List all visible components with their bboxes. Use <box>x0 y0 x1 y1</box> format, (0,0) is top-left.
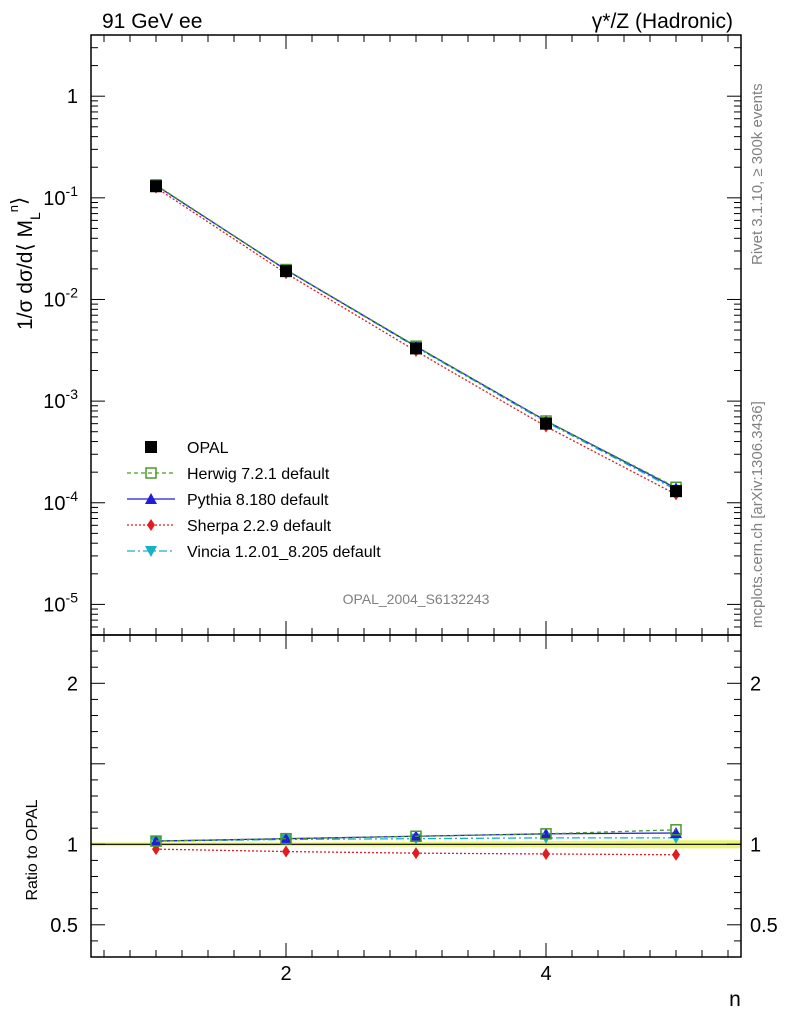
y-tick-label: 10-2 <box>43 284 78 311</box>
ratio-y-tick-label-right: 0.5 <box>750 915 778 937</box>
y-tick-label-exponent: -4 <box>66 488 79 504</box>
x-tick-label: 2 <box>280 963 291 985</box>
y-tick-label: 10-1 <box>43 183 78 210</box>
legend-label-pythia: Pythia 8.180 default <box>187 492 329 509</box>
ratio-y-tick-label-right: 2 <box>750 673 761 695</box>
herwig-line <box>155 184 677 488</box>
y-tick-label-base: 10 <box>43 391 65 413</box>
herwig-ratio-point <box>670 824 682 836</box>
y-tick-label-base: 10 <box>43 289 65 311</box>
y-axis-label: 1/σ dσ/d⟨ MLn⟩ <box>6 197 43 330</box>
legend: OPAL Herwig 7.2.1 default Pythia 8.180 def… <box>127 440 381 561</box>
ratio-axis-ticks: 2 4 0.5 0.5 1 1 2 2 <box>50 634 778 985</box>
y-tick-label: 1 <box>67 86 78 108</box>
mcplots-label: mcplots.cern.ch [arXiv:1306.3436] <box>749 401 766 628</box>
legend-label-herwig: Herwig 7.2.1 default <box>187 466 330 483</box>
left-title: 91 GeV ee <box>102 10 202 33</box>
legend-marker-herwig <box>145 467 157 479</box>
y-tick-label-base: 10 <box>43 493 65 515</box>
main-plot-series <box>150 179 682 501</box>
herwig-ratio-line <box>155 829 677 842</box>
opal-point <box>150 180 162 193</box>
y-tick-label-base: 1 <box>67 86 78 108</box>
y-axis-label-sup: n <box>6 205 21 212</box>
y-axis-label-close: ⟩ <box>8 197 31 205</box>
herwig-ratio-point <box>410 830 422 842</box>
y-tick-label-base: 10 <box>43 594 65 616</box>
ratio-y-tick-label: 1 <box>67 834 78 856</box>
legend-marker-sherpa <box>147 519 155 531</box>
x-tick-label: 4 <box>540 963 551 985</box>
legend-label-sherpa: Sherpa 2.2.9 default <box>187 518 332 535</box>
sherpa-ratio-point <box>412 847 420 860</box>
opal-point <box>280 265 292 278</box>
rivet-label: Rivet 3.1.10, ≥ 300k events <box>749 83 766 265</box>
opal-point <box>410 342 422 355</box>
pythia-line <box>155 184 677 489</box>
y-tick-label-exponent: -1 <box>66 183 79 199</box>
pythia-ratio-point <box>540 827 552 839</box>
herwig-ratio-point <box>280 832 292 845</box>
sherpa-ratio-point <box>542 847 550 860</box>
analysis-watermark: OPAL_2004_S6132243 <box>343 591 490 607</box>
sherpa-ratio-point <box>672 848 680 861</box>
ratio-y-tick-label: 0.5 <box>50 915 78 937</box>
legend-marker-pythia <box>145 493 157 504</box>
y-tick-label-exponent: -3 <box>66 386 79 402</box>
opal-point <box>670 485 682 498</box>
y-axis-label-sub: L <box>27 212 43 220</box>
y-tick-label: 10-4 <box>43 488 78 515</box>
vincia-line <box>155 184 677 491</box>
y-tick-label: 10-5 <box>43 589 78 616</box>
main-axis-ticks: 10-510-410-310-210-11 <box>43 34 741 635</box>
ratio-plot-series <box>150 824 682 861</box>
legend-marker-opal <box>145 441 157 453</box>
sherpa-ratio-point <box>282 845 290 858</box>
right-title: γ*/Z (Hadronic) <box>592 10 733 33</box>
y-tick-label-exponent: -2 <box>66 284 79 300</box>
y-tick-label-base: 10 <box>43 188 65 210</box>
ratio-plot-frame <box>90 634 742 958</box>
y-tick-label: 10-3 <box>43 386 78 413</box>
legend-label-vincia: Vincia 1.2.01_8.205 default <box>187 544 381 561</box>
opal-point <box>540 417 552 430</box>
ratio-y-tick-label-right: 1 <box>750 834 761 856</box>
legend-marker-vincia <box>145 546 157 557</box>
legend-label-opal: OPAL <box>187 440 229 457</box>
herwig-ratio-point <box>150 835 162 847</box>
pythia-ratio-point <box>280 832 292 844</box>
y-axis-label-main: 1/σ dσ/d⟨ M <box>14 220 37 330</box>
ratio-axis-label: Ratio to OPAL <box>24 799 41 900</box>
ratio-y-tick-label: 2 <box>67 673 78 695</box>
herwig-ratio-point <box>540 828 552 840</box>
y-tick-label-exponent: -5 <box>66 589 79 605</box>
x-axis-label: n <box>729 988 741 1011</box>
